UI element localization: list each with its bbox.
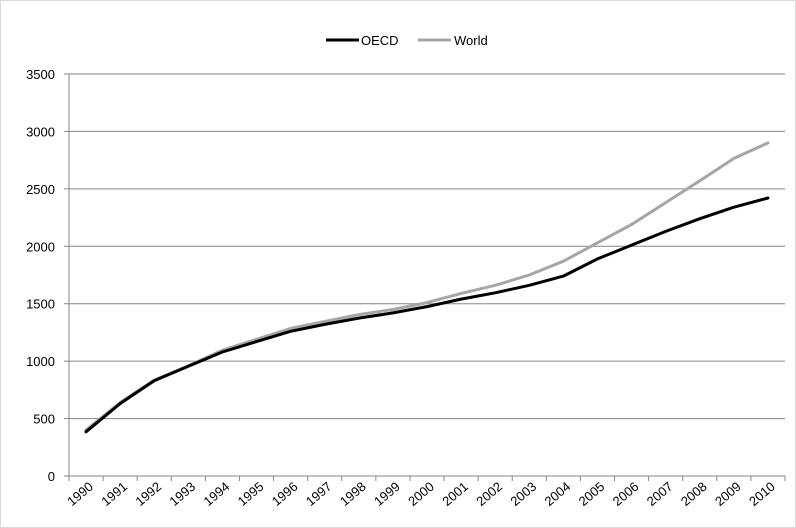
x-tick-label: 2004 [542,479,574,509]
y-tick-label: 0 [48,469,55,484]
x-tick-label: 1992 [132,479,164,509]
y-tick-label: 1000 [26,354,55,369]
y-tick-label: 3500 [26,67,55,82]
x-tick-label: 2010 [746,479,778,509]
y-tick-label: 2500 [26,182,55,197]
x-tick-label: 1999 [371,479,403,509]
y-tick-label: 3000 [26,124,55,139]
x-tick-label: 1990 [64,479,96,509]
x-tick-label: 2006 [610,479,642,509]
x-tick-label: 2001 [439,479,471,509]
x-tick-label: 1995 [235,479,267,509]
x-tick-label: 2008 [678,479,710,509]
x-tick-label: 1997 [303,479,335,509]
x-tick-label: 2007 [644,479,676,509]
y-tick-label: 1500 [26,297,55,312]
legend: OECD World [326,33,488,48]
x-tick-label: 2005 [576,479,608,509]
x-tick-label: 1994 [201,479,233,509]
series-lines [84,141,770,434]
x-tick-label: 2000 [405,479,437,509]
gridlines [69,73,785,420]
y-axis-ticks: 0 500 1000 1500 2000 2500 3000 3500 [26,67,69,484]
series-line-oecd [84,196,770,434]
x-tick-label: 2003 [507,479,539,509]
x-tick-label: 2002 [473,479,505,509]
y-tick-label: 2000 [26,239,55,254]
axes [68,74,785,477]
x-tick-label: 1991 [98,479,130,509]
x-tick-label: 2009 [712,479,744,509]
x-tick-label: 1993 [166,479,198,509]
legend-label-oecd: OECD [361,33,399,48]
series-line-world [84,141,770,432]
y-tick-label: 500 [33,412,55,427]
x-tick-label: 1996 [269,479,301,509]
legend-label-world: World [454,33,488,48]
x-axis-ticks: 1990 1991 1992 1993 1994 1995 1996 1997 1998 1999… [64,476,786,509]
x-tick-label: 1998 [337,479,369,509]
